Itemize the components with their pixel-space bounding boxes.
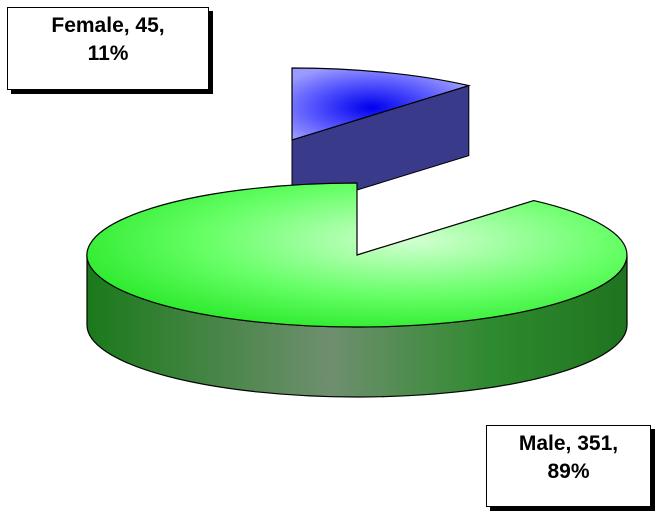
data-label-male-line1: Male, 351, xyxy=(518,432,619,455)
data-label-male-line2: 89% xyxy=(547,460,590,483)
data-label-female-line1: Female, 45, xyxy=(51,14,165,37)
data-label-male: Male, 351, 89% xyxy=(486,425,651,507)
data-label-female: Female, 45, 11% xyxy=(7,7,209,90)
data-label-female-line2: 11% xyxy=(87,42,129,65)
pie-slice-male-top xyxy=(86,182,628,328)
pie-slice-female-top xyxy=(291,67,472,141)
pie-slice-female xyxy=(291,67,472,211)
pie-slice-male xyxy=(86,182,628,398)
